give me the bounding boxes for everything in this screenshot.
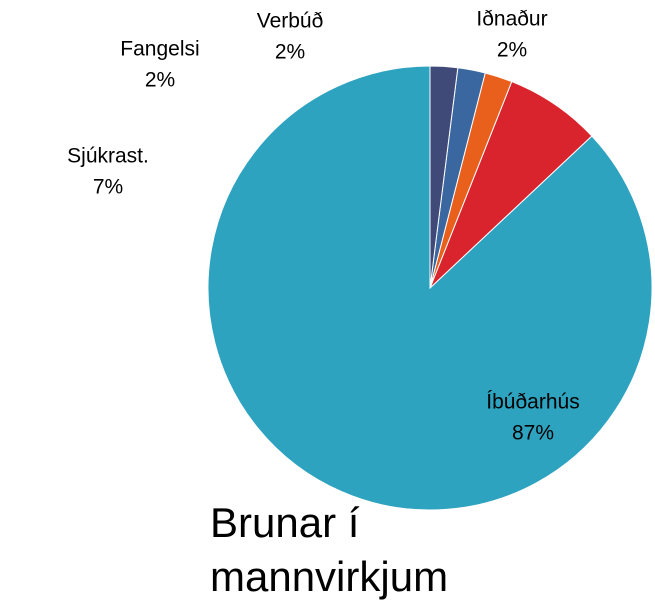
chart-title: Brunar í mannvirkjum xyxy=(210,499,449,600)
slice-label: Sjúkrast. xyxy=(67,145,149,168)
slice-label: Íbúðarhús xyxy=(486,391,579,414)
slice-value-label: 2% xyxy=(275,41,305,64)
slice-value-label: 2% xyxy=(497,39,527,62)
slice-value-label: 2% xyxy=(145,69,175,92)
slice-label: Verbúð xyxy=(257,10,324,33)
slice-label: Iðnaður xyxy=(476,8,547,31)
pie-slice xyxy=(429,65,459,289)
slice-value-label: 87% xyxy=(512,422,554,445)
slice-value-label: 7% xyxy=(93,176,123,199)
slice-label: Fangelsi xyxy=(120,38,199,61)
